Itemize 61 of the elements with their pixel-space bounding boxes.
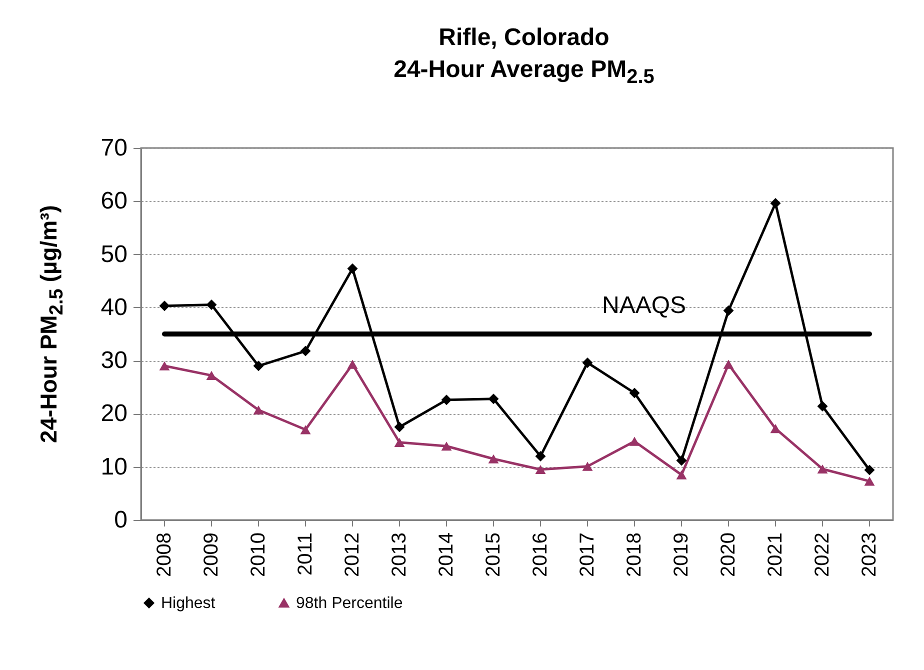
- x-tick-label: 2018: [624, 532, 646, 577]
- point: [629, 436, 640, 446]
- point: [441, 442, 452, 451]
- y-tick-label: 20: [100, 400, 128, 428]
- point: [347, 360, 358, 369]
- point: [864, 464, 875, 476]
- x-tick-label: 2017: [576, 532, 598, 577]
- ref-line-label: NAAQS: [602, 292, 686, 319]
- point: [817, 401, 828, 412]
- point: [723, 360, 734, 369]
- x-tick-label: 2011: [294, 532, 316, 576]
- point: [817, 464, 828, 474]
- y-tick-label: 70: [100, 134, 128, 162]
- point: [347, 263, 358, 274]
- x-tick-label: 2020: [718, 532, 740, 577]
- point: [394, 438, 405, 447]
- point: [488, 454, 499, 464]
- x-tick-label: 2019: [670, 532, 692, 577]
- y-tick-label: 40: [100, 294, 128, 321]
- point: [206, 370, 217, 380]
- x-tick-label: 2015: [482, 532, 504, 577]
- point: [253, 405, 264, 415]
- point: [206, 300, 217, 310]
- x-tick-label: 2023: [858, 532, 880, 577]
- x-tick-label: 2013: [388, 532, 410, 577]
- x-tick-label: 2016: [530, 532, 552, 577]
- x-tick-label: 2021: [764, 532, 786, 577]
- chart-subtitle: 24-Hour Average PM$_{2.5}$: [392, 55, 656, 90]
- legend-label: 98th Percentile: [296, 595, 403, 612]
- point: [629, 388, 640, 398]
- point: [253, 360, 264, 372]
- y-tick-label: 50: [100, 240, 128, 268]
- y-tick-label: 10: [100, 453, 128, 480]
- y-tick-label: 60: [100, 188, 128, 215]
- point: [676, 470, 687, 480]
- point: [159, 361, 170, 370]
- x-tick-label: 2012: [342, 532, 364, 577]
- y-tick-label: 30: [100, 347, 128, 374]
- point: [770, 198, 781, 209]
- point: [300, 425, 311, 434]
- point: [159, 300, 170, 312]
- x-tick-label: 2014: [436, 532, 458, 577]
- point: [535, 450, 546, 462]
- legend-label: Highest: [161, 595, 216, 612]
- chart-title: Rifle, Colorado: [438, 23, 610, 53]
- point: [441, 394, 452, 406]
- point: [394, 422, 405, 432]
- point: [770, 424, 781, 434]
- point: [535, 464, 546, 474]
- point: [676, 455, 687, 466]
- point: [300, 346, 311, 356]
- point: [488, 394, 499, 404]
- x-tick-label: 2009: [200, 532, 222, 577]
- point: [582, 357, 593, 368]
- x-tick-label: 2022: [812, 532, 834, 577]
- point: [864, 476, 875, 486]
- point: [723, 305, 734, 316]
- x-tick-label: 2010: [248, 532, 270, 577]
- x-tick-label: 2008: [154, 532, 176, 577]
- y-tick-label: 0: [114, 506, 128, 534]
- point: [582, 462, 593, 471]
